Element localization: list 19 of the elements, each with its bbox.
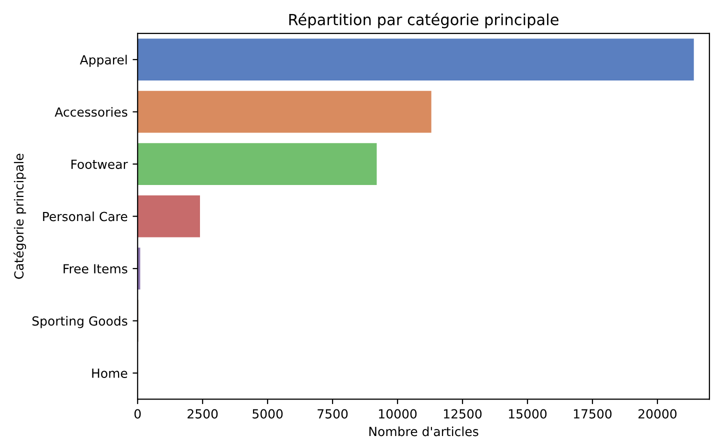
x-tick-label: 10000 bbox=[379, 409, 417, 419]
y-tick-label: Personal Care bbox=[43, 212, 128, 222]
y-tick-label: Home bbox=[92, 368, 128, 378]
x-tick-label: 15000 bbox=[508, 409, 547, 419]
y-tick-label: Accessories bbox=[54, 107, 128, 117]
x-tick-label: 20000 bbox=[638, 409, 677, 419]
y-tick-label: Free Items bbox=[64, 264, 128, 274]
x-tick-label: 5000 bbox=[252, 409, 283, 419]
chart-title: Répartition par catégorie principale bbox=[289, 12, 558, 28]
x-axis-title: Nombre d'articles bbox=[369, 426, 478, 436]
x-tick-label: 7500 bbox=[318, 409, 348, 419]
x-tick-label: 12500 bbox=[444, 409, 482, 419]
y-tick-label: Apparel bbox=[80, 54, 127, 67]
x-tick-label: 17500 bbox=[574, 409, 612, 419]
y-axis-title: Catégorie principale bbox=[13, 154, 26, 279]
y-tick-label: Sporting Goods bbox=[32, 316, 128, 328]
y-tick-label: Footwear bbox=[71, 160, 128, 169]
x-tick-label: 2500 bbox=[188, 409, 218, 419]
x-tick-label: 0 bbox=[134, 409, 141, 419]
